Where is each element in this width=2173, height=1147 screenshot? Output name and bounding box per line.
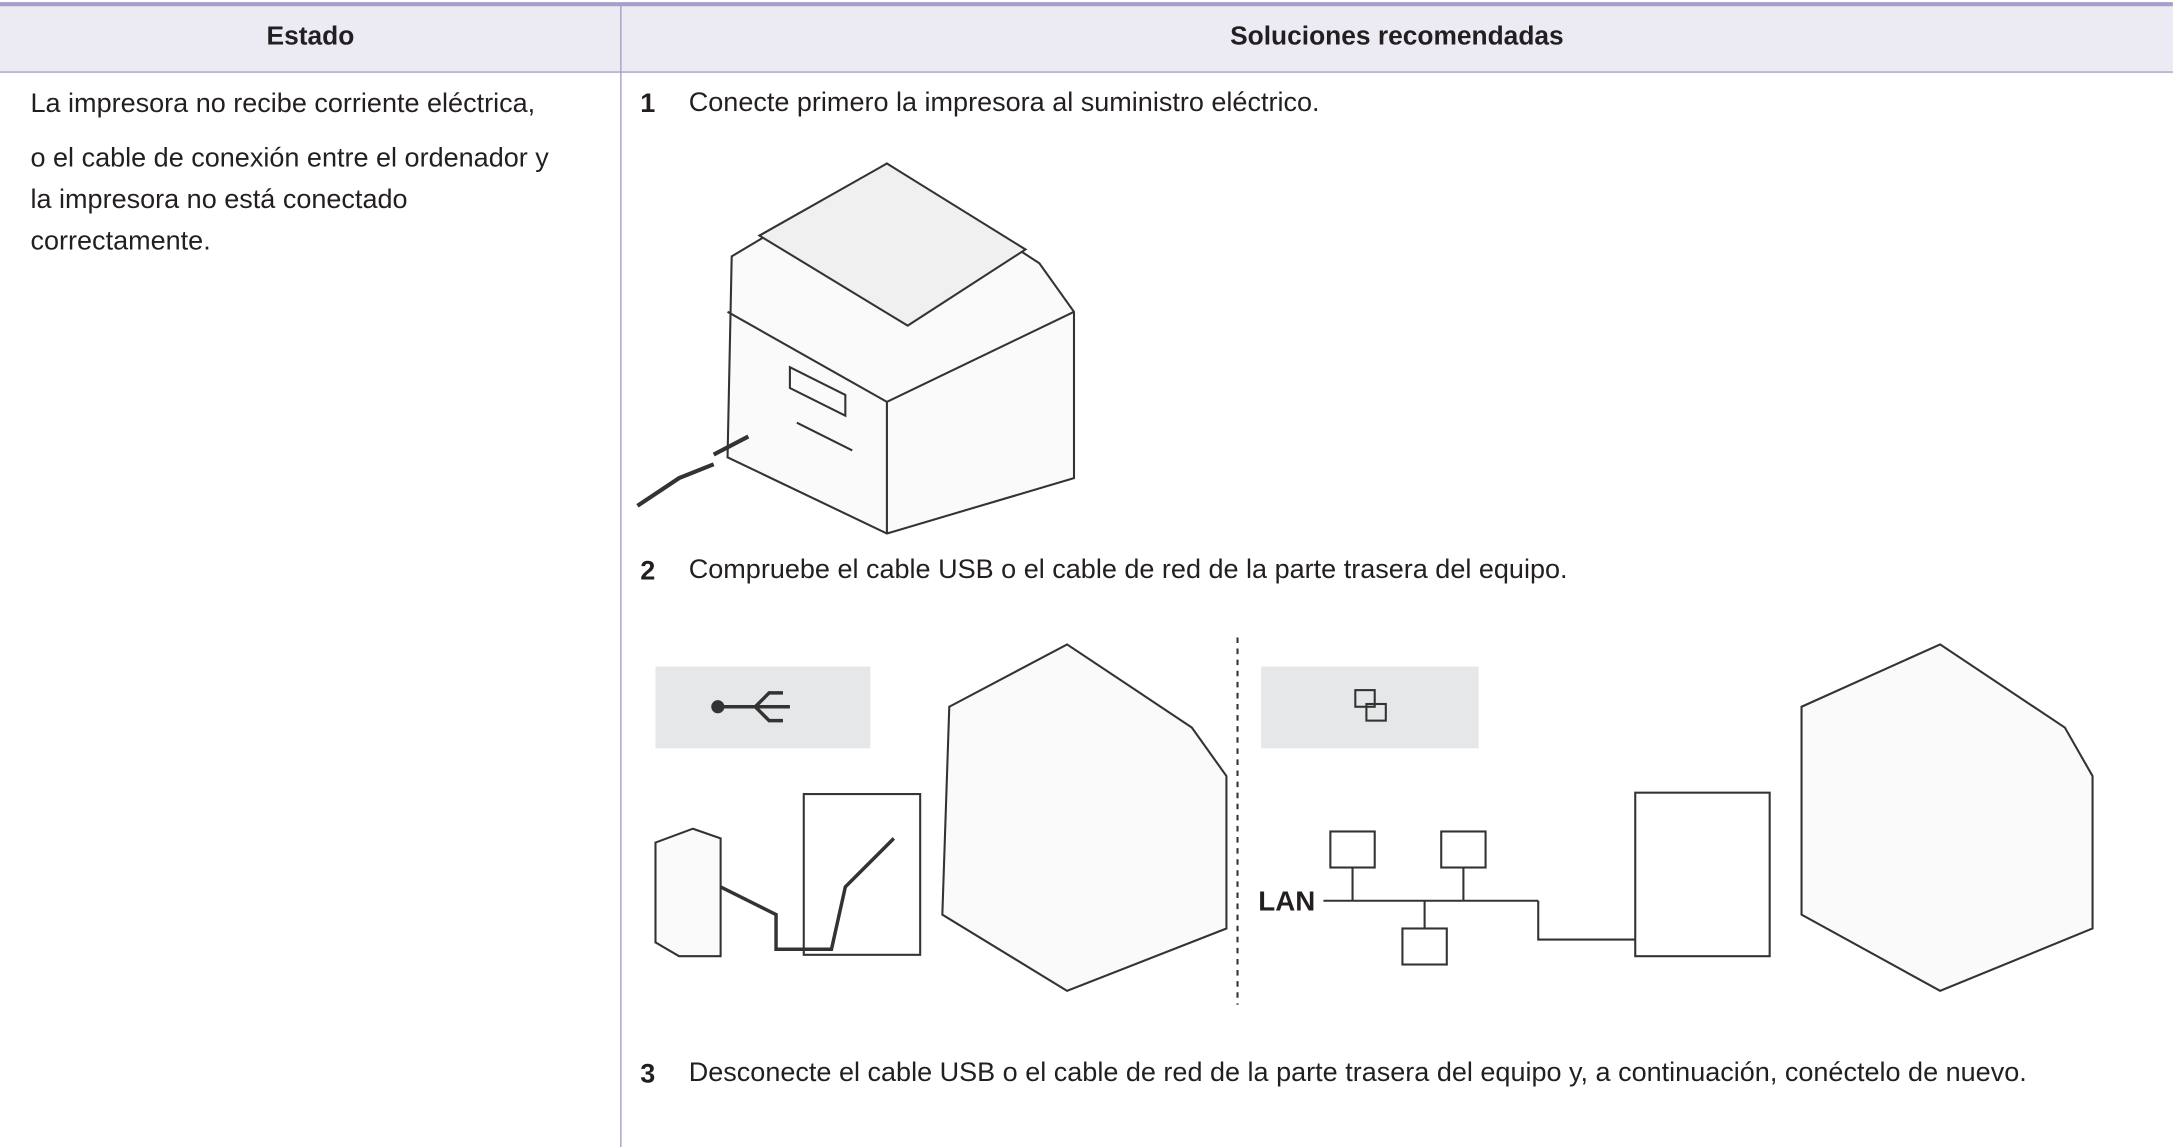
step-number: 2 [640,555,656,587]
step-number: 1 [640,88,656,120]
printer-power-figure [636,162,1076,535]
step-text: Desconecte el cable USB o el cable de re… [688,1057,2027,1088]
step-text: Conecte primero la impresora al suminist… [688,87,1320,118]
status-text: La impresora no recibe corriente eléctri… [30,88,536,120]
connection-figure [654,637,2094,1005]
step-number: 3 [640,1058,656,1090]
column-header: Estado [266,22,355,52]
lan-label: LAN [1258,885,1315,916]
status-text: o el cable de conexión entre el ordenado… [30,142,549,174]
step-text: Compruebe el cable USB o el cable de red… [688,554,1568,585]
header-bg [0,4,2173,73]
status-text: correctamente. [30,225,211,257]
column-header: Soluciones recomendadas [1230,22,1564,52]
status-text: la impresora no está conectado [30,184,408,215]
